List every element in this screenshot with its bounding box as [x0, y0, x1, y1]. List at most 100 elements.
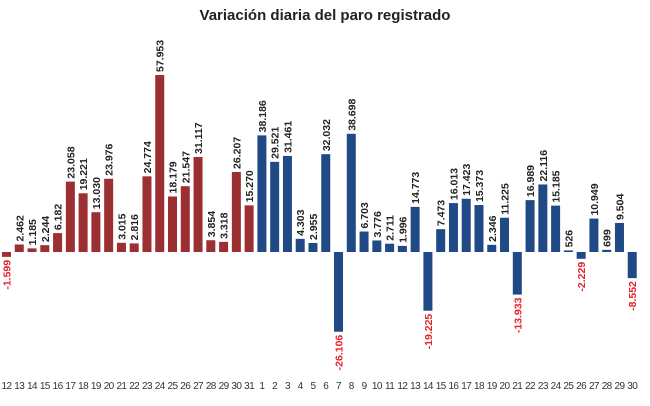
x-tick-label: 12 [2, 381, 13, 392]
data-label: 57.953 [155, 40, 167, 72]
x-tick-label: 24 [155, 381, 166, 392]
bar [78, 193, 88, 252]
data-label: 31.117 [193, 122, 205, 154]
bar [231, 171, 241, 252]
data-label: 16.013 [448, 168, 460, 200]
data-label: 2.462 [14, 215, 26, 241]
x-tick-label: 28 [206, 381, 217, 392]
bar [359, 231, 369, 252]
bar [180, 186, 190, 252]
data-label: 526 [563, 230, 575, 248]
x-tick-label: 23 [142, 381, 153, 392]
x-tick-label: 15 [436, 381, 447, 392]
x-tick-label: 26 [576, 381, 587, 392]
x-tick-label: 23 [538, 381, 549, 392]
x-tick-label: 8 [349, 381, 355, 392]
x-tick-label: 30 [231, 381, 242, 392]
data-label: 6.182 [53, 204, 65, 230]
bar [193, 156, 203, 252]
x-tick-label: 20 [500, 381, 511, 392]
x-tick-label: 12 [397, 381, 408, 392]
data-label: 10.949 [589, 183, 601, 215]
data-label: -8.552 [627, 281, 639, 311]
data-label: 1.996 [397, 216, 409, 242]
x-tick-label: 4 [298, 381, 304, 392]
bar [576, 252, 586, 259]
data-label: 29.521 [270, 127, 282, 159]
bar [2, 252, 11, 257]
x-tick-label: 15 [40, 381, 51, 392]
data-label: 32.032 [321, 119, 333, 151]
bar [14, 244, 24, 252]
bar [321, 154, 331, 252]
x-tick-label: 13 [14, 381, 25, 392]
x-tick-label: 14 [423, 381, 434, 392]
data-label: 23.058 [65, 146, 77, 178]
x-tick-label: 25 [563, 381, 574, 392]
bar [461, 198, 471, 252]
x-tick-label: 17 [65, 381, 76, 392]
data-label: -1.599 [2, 260, 14, 290]
bar [155, 75, 165, 252]
x-tick-label: 14 [27, 381, 38, 392]
data-label: 3.854 [206, 211, 218, 237]
bar [27, 248, 37, 252]
bar [295, 238, 305, 252]
x-tick-label: 31 [244, 381, 255, 392]
bar [282, 155, 292, 252]
data-label: 17.423 [461, 164, 473, 196]
x-tick-label: 20 [104, 381, 115, 392]
bar [436, 229, 446, 252]
bar [602, 249, 612, 252]
bar [538, 184, 548, 252]
x-tick-label: 27 [589, 381, 600, 392]
data-label: 3.015 [116, 213, 128, 239]
x-tick-label: 22 [129, 381, 140, 392]
data-label: 1.185 [27, 219, 39, 245]
data-label: 16.989 [525, 165, 537, 197]
bar [500, 217, 510, 252]
data-label: 7.473 [436, 200, 448, 226]
bar [525, 200, 535, 252]
bar [91, 212, 101, 252]
x-tick-label: 27 [193, 381, 204, 392]
x-tick-label: 13 [410, 381, 421, 392]
bar [40, 245, 50, 252]
x-tick-label: 6 [323, 381, 329, 392]
x-tick-label: 7 [336, 381, 342, 392]
bar [244, 205, 254, 252]
data-label: 23.976 [104, 143, 116, 175]
bar [423, 252, 433, 311]
bar [410, 206, 420, 252]
bar [563, 250, 573, 252]
x-tick-label: 19 [487, 381, 498, 392]
x-tick-label: 11 [385, 381, 395, 392]
data-label: 699 [602, 229, 614, 247]
data-label: 31.461 [282, 121, 294, 153]
x-tick-label: 21 [512, 381, 523, 392]
data-label: -19.225 [423, 314, 435, 350]
data-label: 21.547 [180, 151, 192, 183]
data-labels-group: -1.599 2.462 1.185 2.244 6.182 23.058 19.22113… [2, 40, 640, 371]
data-label: 3.776 [372, 211, 384, 237]
x-tick-label: 22 [525, 381, 536, 392]
bar [589, 218, 599, 252]
data-label: 3.318 [219, 212, 231, 238]
bar [512, 252, 522, 295]
data-label: -13.933 [512, 297, 524, 333]
bar [372, 240, 382, 252]
bar [614, 222, 624, 252]
data-label: 22.116 [538, 150, 550, 182]
bar [346, 133, 356, 252]
bar [53, 233, 63, 252]
data-label: 6.703 [359, 202, 371, 228]
bar [65, 181, 75, 252]
x-tick-label: 3 [285, 381, 291, 392]
bar [104, 178, 114, 252]
data-label: 2.955 [308, 214, 320, 240]
x-tick-label: 2 [272, 381, 278, 392]
x-tick-label: 29 [614, 381, 625, 392]
bar [627, 252, 637, 279]
x-tick-label: 9 [362, 381, 368, 392]
x-tick-label: 16 [53, 381, 64, 392]
